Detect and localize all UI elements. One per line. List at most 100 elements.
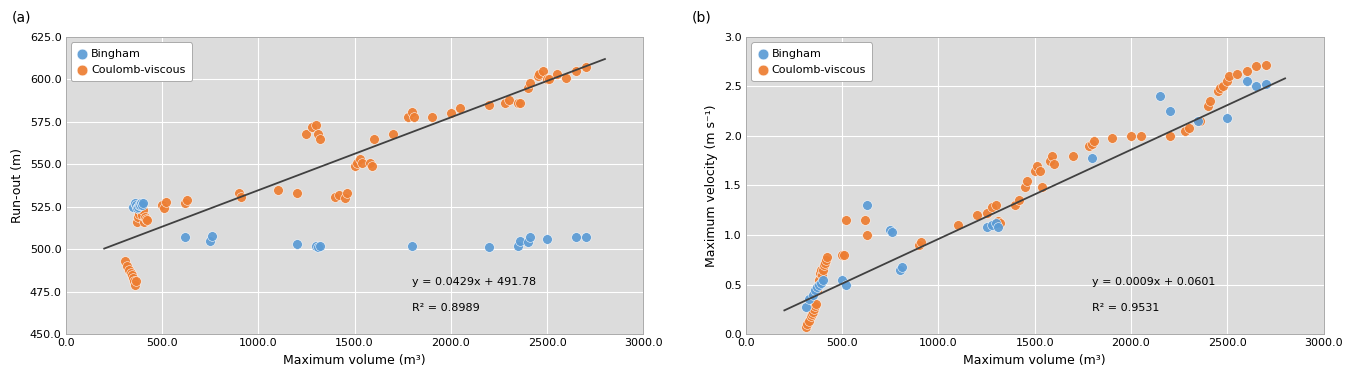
Y-axis label: Maximum velocity (m s⁻¹): Maximum velocity (m s⁻¹) — [705, 104, 719, 267]
Bingham — [131, 200, 153, 206]
Coulomb-viscous — [125, 279, 146, 285]
Bingham — [1255, 81, 1277, 87]
Coulomb-viscous — [1101, 135, 1122, 141]
Coulomb-viscous — [1213, 83, 1235, 89]
Coulomb-viscous — [1219, 73, 1240, 79]
Coulomb-viscous — [122, 275, 144, 281]
Text: y = 0.0009x + 0.0601: y = 0.0009x + 0.0601 — [1093, 277, 1216, 287]
Coulomb-viscous — [946, 222, 968, 228]
Coulomb-viscous — [131, 212, 153, 218]
Coulomb-viscous — [286, 190, 307, 196]
Coulomb-viscous — [1063, 153, 1085, 159]
Coulomb-viscous — [807, 282, 829, 288]
Coulomb-viscous — [398, 114, 420, 120]
Coulomb-viscous — [806, 301, 827, 307]
Bingham — [122, 204, 144, 210]
Coulomb-viscous — [1009, 197, 1030, 203]
Coulomb-viscous — [498, 97, 520, 103]
Coulomb-viscous — [302, 124, 324, 130]
Bingham — [575, 234, 597, 240]
Coulomb-viscous — [1040, 158, 1062, 164]
Bingham — [812, 277, 834, 283]
Bingham — [130, 200, 152, 206]
Coulomb-viscous — [800, 313, 822, 319]
Coulomb-viscous — [1120, 133, 1141, 139]
Coulomb-viscous — [909, 242, 930, 248]
Coulomb-viscous — [982, 204, 1003, 210]
Bingham — [508, 243, 529, 249]
Coulomb-viscous — [1083, 138, 1105, 144]
Coulomb-viscous — [795, 324, 816, 330]
Coulomb-viscous — [1197, 103, 1219, 109]
Coulomb-viscous — [116, 263, 138, 269]
Coulomb-viscous — [1187, 118, 1209, 124]
Bingham — [976, 224, 998, 230]
Bingham — [129, 202, 150, 208]
Coulomb-viscous — [976, 210, 998, 216]
Coulomb-viscous — [1200, 98, 1221, 104]
Legend: Bingham, Coulomb-viscous: Bingham, Coulomb-viscous — [751, 42, 872, 81]
Coulomb-viscous — [309, 136, 330, 142]
Bingham — [881, 229, 903, 235]
Bingham — [126, 205, 148, 211]
Coulomb-viscous — [295, 131, 317, 137]
Coulomb-viscous — [402, 108, 424, 115]
Coulomb-viscous — [382, 131, 403, 137]
Bingham — [795, 304, 816, 310]
Coulomb-viscous — [129, 207, 150, 213]
Coulomb-viscous — [494, 100, 516, 106]
Coulomb-viscous — [349, 156, 371, 162]
Coulomb-viscous — [421, 114, 443, 120]
Coulomb-viscous — [546, 71, 567, 77]
Coulomb-viscous — [450, 105, 471, 111]
Bingham — [307, 245, 329, 251]
Bingham — [1159, 108, 1181, 114]
Coulomb-viscous — [811, 272, 833, 278]
Coulomb-viscous — [527, 73, 548, 79]
Bingham — [810, 280, 831, 286]
Bingham — [129, 202, 150, 208]
Coulomb-viscous — [833, 252, 854, 258]
Bingham — [891, 264, 913, 270]
Coulomb-viscous — [1032, 184, 1053, 191]
Coulomb-viscous — [352, 160, 374, 166]
Coulomb-viscous — [812, 267, 834, 273]
Coulomb-viscous — [1129, 133, 1151, 139]
Coulomb-viscous — [1078, 143, 1099, 149]
Coulomb-viscous — [125, 282, 146, 288]
Coulomb-viscous — [334, 195, 356, 201]
Bingham — [519, 234, 540, 240]
Coulomb-viscous — [1029, 167, 1051, 174]
Bingham — [890, 267, 911, 273]
Bingham — [880, 227, 902, 233]
Coulomb-viscous — [325, 194, 347, 200]
Text: R² = 0.9531: R² = 0.9531 — [1093, 304, 1160, 313]
Bingham — [1187, 118, 1209, 124]
Bingham — [199, 238, 221, 244]
Coulomb-viscous — [403, 114, 425, 120]
Bingham — [986, 220, 1007, 226]
Bingham — [125, 202, 146, 208]
Bingham — [565, 234, 586, 240]
Bingham — [536, 236, 558, 242]
Coulomb-viscous — [1043, 161, 1064, 167]
Y-axis label: Run-out (m): Run-out (m) — [11, 148, 24, 223]
Text: (b): (b) — [692, 11, 711, 25]
Coulomb-viscous — [1082, 141, 1104, 147]
Coulomb-viscous — [508, 100, 529, 106]
Coulomb-viscous — [1209, 85, 1231, 91]
Coulomb-viscous — [1159, 133, 1181, 139]
Coulomb-viscous — [359, 160, 380, 166]
Coulomb-viscous — [229, 190, 250, 196]
Bingham — [803, 291, 825, 297]
Coulomb-viscous — [1255, 62, 1277, 68]
Bingham — [509, 238, 531, 244]
Coulomb-viscous — [810, 270, 831, 276]
Coulomb-viscous — [1005, 202, 1026, 208]
Coulomb-viscous — [796, 321, 818, 327]
Coulomb-viscous — [806, 287, 827, 293]
Bingham — [1246, 83, 1267, 89]
Bingham — [804, 287, 826, 293]
Coulomb-viscous — [532, 68, 554, 74]
Coulomb-viscous — [122, 272, 144, 278]
